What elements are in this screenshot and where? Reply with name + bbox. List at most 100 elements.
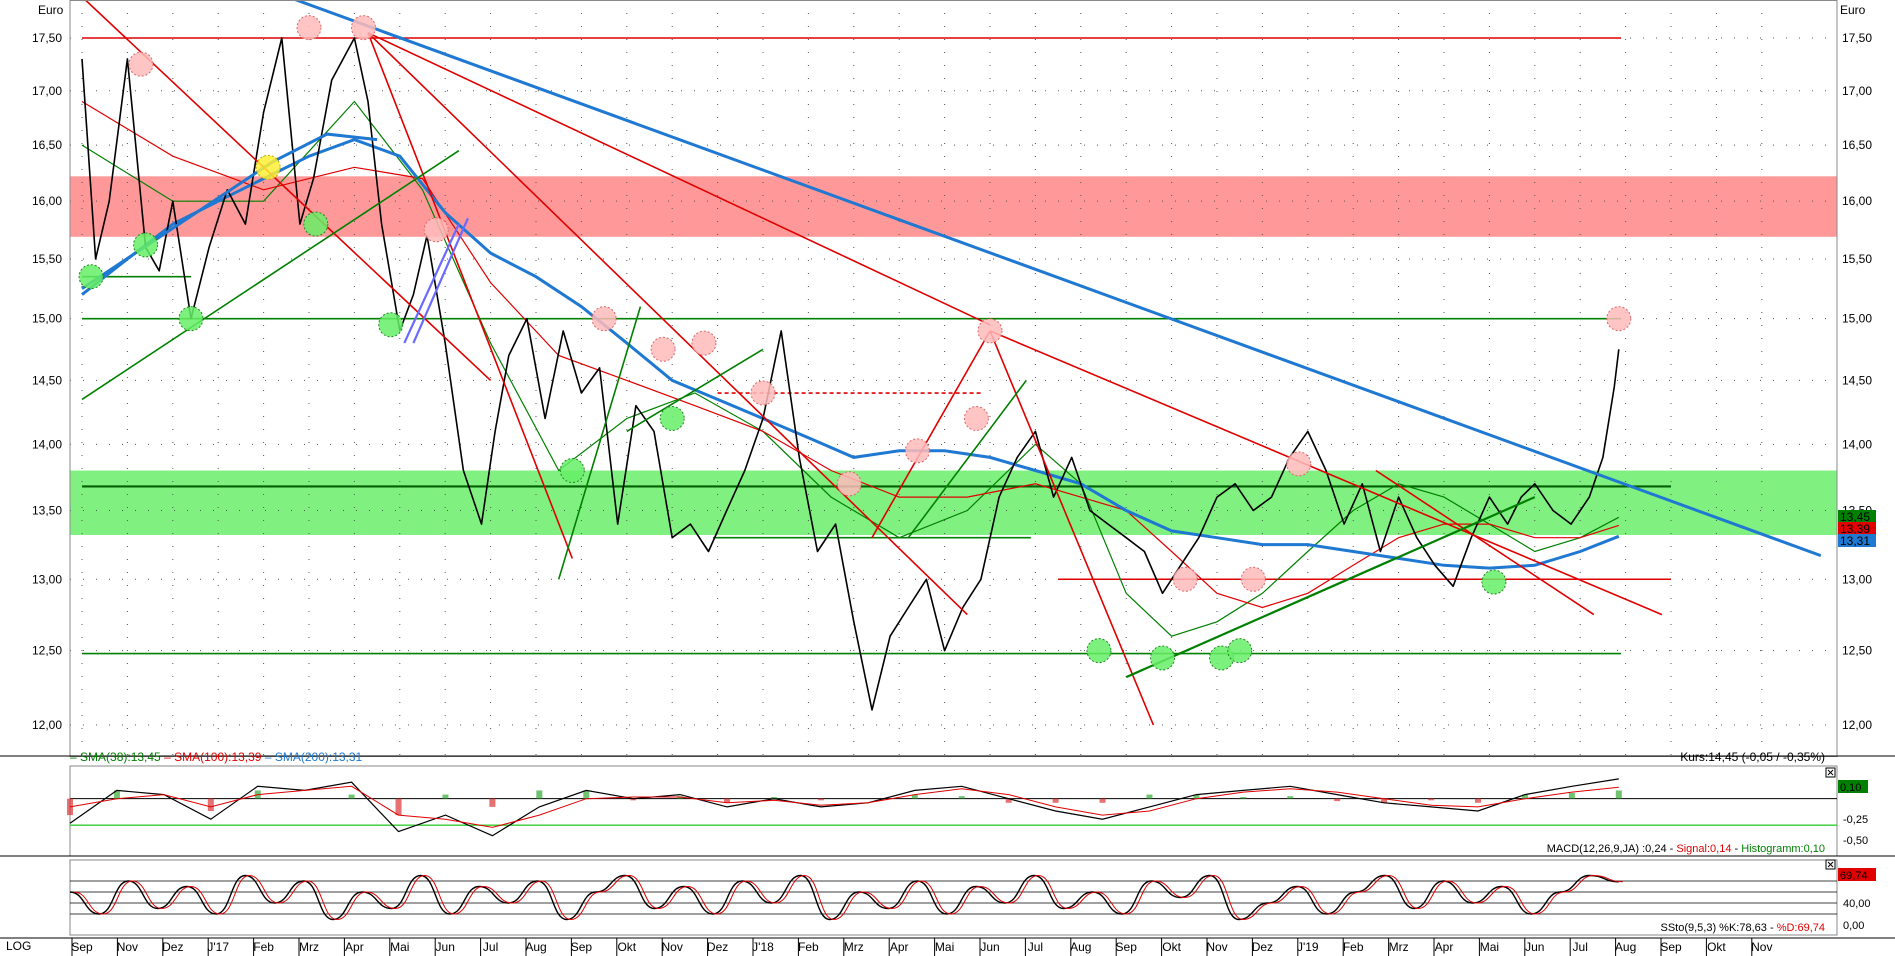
y-tick-label-right: 14,00	[1842, 437, 1872, 451]
macd-value-badge	[1838, 780, 1868, 793]
sma-line-SMA38	[81, 100, 1620, 637]
x-tick-label: Mrz	[844, 940, 864, 954]
last-value-badge	[1838, 522, 1876, 535]
x-tick-label: Feb	[253, 940, 274, 954]
stoch-close-icon[interactable]	[1825, 859, 1836, 870]
red-signal-marker	[1286, 451, 1312, 477]
y-tick-label-left: 14,00	[32, 437, 62, 451]
time-axis: Sep Nov Dez J'17 Feb Mrz Apr Mai Jun Jul Aug Sep Okt…	[0, 937, 1895, 956]
price-axis: 17,50 17,50 17,00 17,00 16,50 16,50 16,00 16,00…	[32, 31, 1876, 732]
trend-line	[907, 379, 1027, 539]
x-tick-label: Feb	[1343, 940, 1364, 954]
green-signal-marker	[178, 306, 204, 332]
macd-signal-line	[69, 785, 1619, 828]
last-value-badge-text: 13,45	[1840, 510, 1870, 524]
markers-layer	[78, 15, 1632, 671]
green-signal-marker	[1481, 569, 1507, 595]
y-tick-label-right: 17,50	[1842, 31, 1872, 45]
trend-line	[412, 217, 469, 344]
trend-line	[81, 150, 460, 401]
y-tick-label-right: 14,50	[1842, 373, 1872, 387]
x-tick-label: J'17	[207, 940, 229, 954]
x-tick-label: Mai	[1480, 940, 1499, 954]
red-signal-marker	[750, 380, 776, 406]
macd-histogram-bar	[489, 798, 496, 807]
main-panel-frame	[69, 0, 1838, 757]
red-signal-marker	[1240, 566, 1266, 592]
currency-label-left: Euro	[38, 3, 64, 17]
macd-histogram-bar	[1334, 798, 1341, 802]
trend-line	[1375, 469, 1595, 616]
x-tick-label: Jun	[980, 940, 999, 954]
macd-histogram-bar	[1287, 796, 1294, 799]
stoch-axis-label: 40,00	[1843, 898, 1871, 910]
macd-histogram-bar	[1474, 798, 1481, 803]
trend-line	[81, 132, 378, 290]
legend-sma200: SMA(200):13,31	[275, 750, 363, 764]
stoch-value-badge-text: 69,74	[1840, 870, 1868, 882]
stoch-axis-label: 0,00	[1843, 920, 1864, 932]
green-signal-marker	[133, 232, 159, 258]
stoch-legend: SSto(9,5,3) %K:78,63 - %D:69,74	[1660, 922, 1825, 934]
red-signal-marker	[296, 15, 322, 41]
trend-lines-layer	[81, 0, 1822, 726]
x-tick-label: Aug	[525, 940, 546, 954]
scale-label: LOG	[6, 939, 31, 953]
x-tick-label: Apr	[345, 940, 364, 954]
x-tick-label: Dez	[162, 940, 183, 954]
macd-histogram-bar	[817, 798, 824, 801]
trend-line	[367, 32, 991, 326]
x-tick-label: Aug	[1070, 940, 1091, 954]
macd-histogram-bar	[630, 798, 637, 801]
x-tick-label: Nov	[662, 940, 683, 954]
y-tick-label-left: 15,50	[32, 252, 62, 266]
macd-histogram-bar	[1240, 797, 1247, 799]
stoch-k-line	[69, 874, 1619, 921]
macd-close-icon[interactable]	[1825, 767, 1836, 778]
y-tick-label-left: 16,00	[32, 194, 62, 208]
legend-sma100: SMA(100):13,39	[174, 750, 262, 764]
red-signal-marker	[836, 471, 862, 497]
macd-panel: -0,25 -0,50 0,10	[0, 765, 1895, 857]
x-tick-label: Sep	[1116, 940, 1138, 954]
y-tick-label-right: 15,00	[1842, 312, 1872, 326]
red-signal-marker	[423, 217, 449, 243]
x-tick-label: Okt	[1707, 940, 1726, 954]
trend-line	[403, 223, 460, 344]
legend-row: – SMA(38):13,45 – SMA(100):13,39 – SMA(2…	[70, 750, 363, 764]
macd-histogram-bar	[536, 790, 543, 799]
sma-layer	[81, 100, 1620, 637]
sma-line-SMA200	[81, 138, 1620, 570]
frame-layer	[0, 0, 1895, 757]
legend-sma38: SMA(38):13,45	[80, 750, 161, 764]
y-tick-label-right: 12,50	[1842, 644, 1872, 658]
price-layer	[81, 37, 1620, 711]
currency-label-right: Euro	[1840, 3, 1866, 17]
last-value-badge-text: 13,39	[1840, 522, 1870, 536]
x-tick-label: Mrz	[299, 940, 319, 954]
y-tick-label-right: 17,00	[1842, 84, 1872, 98]
macd-histogram-bar	[724, 798, 731, 803]
red-signal-marker	[691, 330, 717, 356]
x-tick-label: J'18	[752, 940, 774, 954]
stoch-d-line	[73, 874, 1623, 921]
x-tick-label: Feb	[798, 940, 819, 954]
macd-histogram-bar	[1615, 790, 1622, 799]
x-tick-label: Okt	[617, 940, 636, 954]
y-tick-label-left: 12,00	[32, 718, 62, 732]
macd-value-badge-text: 0,10	[1840, 782, 1861, 794]
red-signal-marker	[350, 15, 376, 41]
kurs-label: Kurs:14,45 (-0,05 / -0,35%)	[1680, 750, 1825, 764]
y-tick-label-left: 12,50	[32, 644, 62, 658]
macd-line	[69, 778, 1619, 837]
y-tick-label-left: 13,50	[32, 504, 62, 518]
trend-line	[989, 330, 1663, 616]
green-signal-marker	[78, 264, 104, 290]
trend-line	[871, 330, 991, 539]
x-tick-label: Mai	[935, 940, 954, 954]
x-tick-label: Dez	[1252, 940, 1273, 954]
macd-legend: MACD(12,26,9,JA) :0,24 - Signal:0,14 - H…	[1547, 843, 1825, 855]
red-signal-marker	[591, 306, 617, 332]
trend-line	[291, 0, 1822, 558]
macd-histogram-label: Histogramm:0,10	[1741, 843, 1825, 855]
